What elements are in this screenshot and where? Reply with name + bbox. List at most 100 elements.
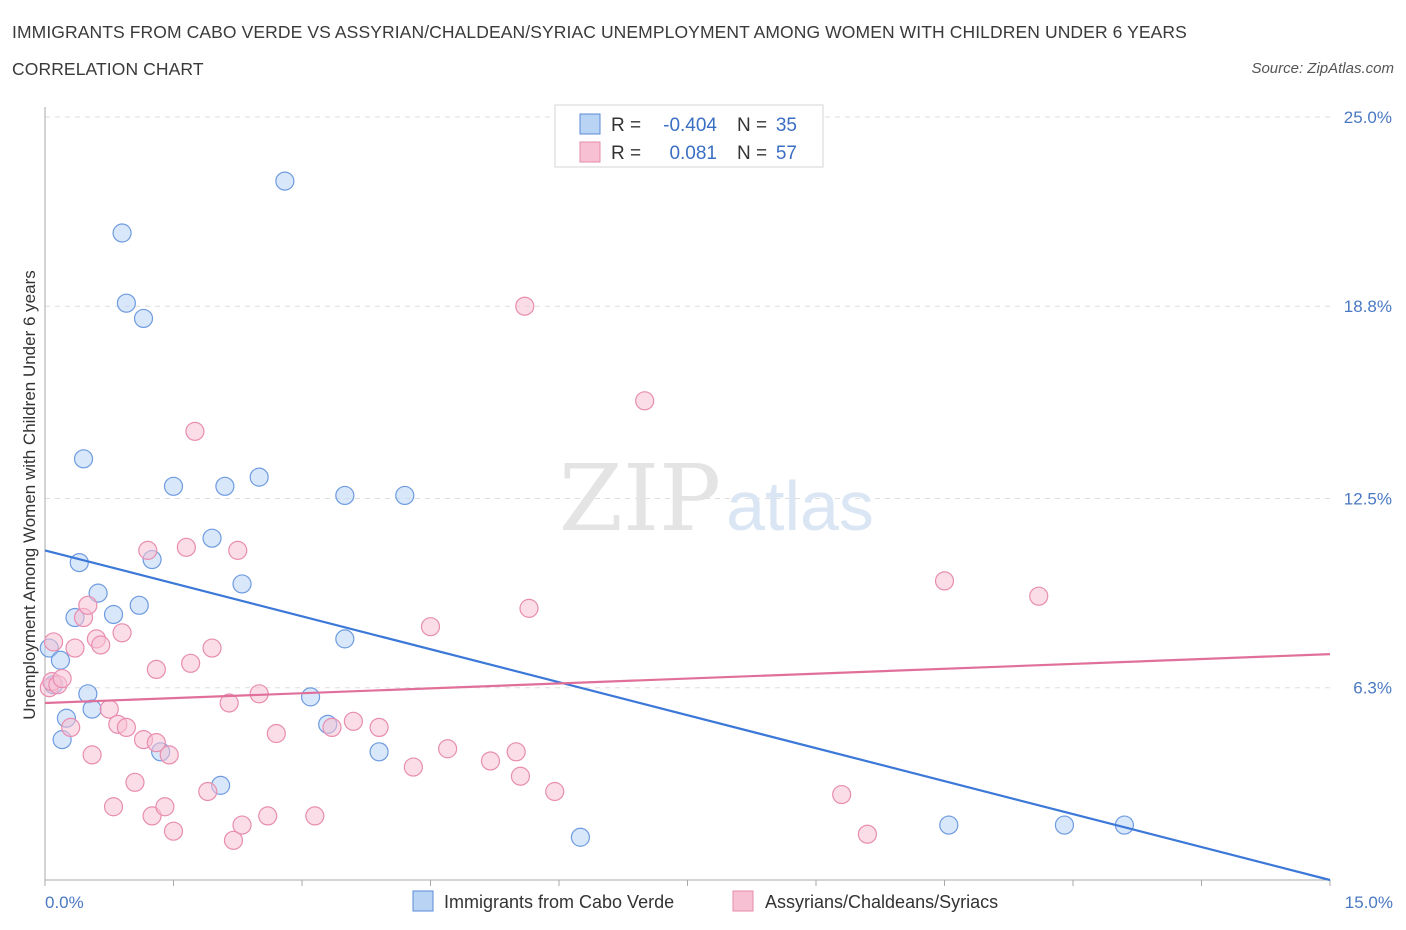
point-assyrian [155, 797, 175, 817]
point-assyrian [138, 540, 158, 560]
point-cabo-verde [275, 171, 295, 191]
point-assyrian [510, 766, 531, 786]
legend-r-value-2: 0.081 [669, 143, 717, 164]
point-cabo-verde [116, 293, 136, 313]
point-assyrian [181, 653, 201, 673]
point-assyrian [61, 717, 81, 738]
top-legend: R = -0.404 N = 35 R = 0.081 N = 57 [554, 104, 824, 168]
point-assyrian [266, 723, 286, 744]
point-cabo-verde [249, 467, 269, 487]
trend-line-assyrian [44, 653, 1331, 705]
point-cabo-verde [133, 308, 154, 329]
legend-swatch-pink [579, 141, 601, 163]
point-assyrian [228, 540, 248, 560]
point-assyrian [219, 693, 239, 713]
scatter-points [39, 171, 1135, 850]
point-assyrian [112, 623, 132, 643]
point-assyrian [519, 598, 539, 618]
point-assyrian [506, 742, 526, 762]
point-assyrian [116, 717, 136, 738]
trend-lines [44, 549, 1331, 882]
point-cabo-verde [82, 699, 102, 719]
point-cabo-verde [215, 476, 235, 496]
point-cabo-verde [103, 604, 124, 625]
point-cabo-verde [395, 485, 415, 506]
bottom-legend-swatch-pink [732, 890, 754, 912]
point-assyrian [1029, 586, 1049, 606]
point-assyrian [232, 815, 252, 835]
point-assyrian [159, 745, 179, 765]
point-assyrian [545, 781, 565, 802]
legend-n-label-2: N = [737, 143, 767, 164]
point-assyrian [146, 733, 166, 753]
legend-r-label-1: R = [611, 115, 641, 136]
bottom-legend-label-1: Immigrants from Cabo Verde [444, 892, 674, 912]
y-tick-label: 25.0% [1344, 108, 1392, 127]
y-tick-label: 6.3% [1353, 679, 1392, 698]
point-assyrian [65, 638, 85, 658]
y-tick-label: 12.5% [1344, 490, 1392, 509]
legend-swatch-blue [579, 113, 601, 135]
point-assyrian [369, 717, 389, 738]
point-assyrian [198, 781, 218, 802]
point-assyrian [91, 635, 111, 655]
point-assyrian [258, 806, 278, 826]
legend-n-label-1: N = [737, 115, 767, 136]
trend-line-cabo-verde [44, 549, 1331, 882]
legend-n-value-2: 57 [776, 143, 797, 164]
point-cabo-verde [88, 583, 108, 603]
point-assyrian [635, 391, 655, 411]
watermark-atlas: atlas [726, 467, 874, 545]
point-assyrian [857, 824, 878, 844]
source-label: Source: ZipAtlas.com [1251, 60, 1394, 77]
point-cabo-verde [335, 485, 355, 506]
point-cabo-verde [202, 528, 222, 548]
point-assyrian [934, 571, 955, 591]
point-assyrian [305, 806, 325, 826]
point-cabo-verde [232, 574, 252, 594]
x-tick-label: 15.0% [1345, 893, 1393, 912]
point-cabo-verde [335, 629, 355, 649]
bottom-legend-swatch-blue [412, 890, 434, 912]
point-assyrian [480, 751, 501, 771]
y-tick-label: 18.8% [1344, 297, 1392, 316]
point-cabo-verde [73, 449, 94, 469]
point-assyrian [82, 745, 102, 765]
point-assyrian [146, 659, 166, 680]
point-cabo-verde [69, 552, 89, 573]
point-assyrian [163, 821, 184, 841]
bottom-legend-label-2: Assyrians/Chaldeans/Syriacs [765, 892, 998, 912]
legend-r-label-2: R = [611, 143, 641, 164]
point-assyrian [176, 537, 196, 557]
point-assyrian [185, 421, 205, 441]
point-assyrian [125, 772, 145, 792]
point-cabo-verde [1054, 815, 1075, 835]
point-assyrian [52, 668, 72, 689]
point-assyrian [403, 757, 423, 777]
point-assyrian [420, 617, 441, 637]
legend-n-value-1: 35 [776, 115, 797, 136]
point-assyrian [223, 830, 244, 850]
point-cabo-verde [939, 815, 959, 835]
axes [44, 107, 1331, 886]
point-cabo-verde [129, 595, 149, 615]
point-cabo-verde [50, 650, 71, 670]
point-assyrian [43, 632, 64, 652]
point-assyrian [515, 296, 535, 316]
legend-r-value-1: -0.404 [663, 115, 717, 136]
point-assyrian [103, 797, 124, 817]
point-assyrian [322, 717, 342, 738]
point-assyrian [832, 784, 852, 805]
point-cabo-verde [112, 223, 132, 243]
point-cabo-verde [570, 827, 591, 847]
point-cabo-verde [300, 687, 321, 707]
gridlines [45, 116, 1330, 689]
watermark-zip: ZIP [559, 445, 721, 552]
point-cabo-verde [163, 476, 184, 496]
tick-labels: 6.3% 12.5% 18.8% 25.0% 0.0% 15.0% [45, 108, 1393, 912]
y-axis-title: Unemployment Among Women with Children U… [20, 270, 39, 719]
point-assyrian [438, 739, 458, 759]
point-assyrian [343, 711, 363, 731]
point-assyrian [78, 595, 98, 615]
